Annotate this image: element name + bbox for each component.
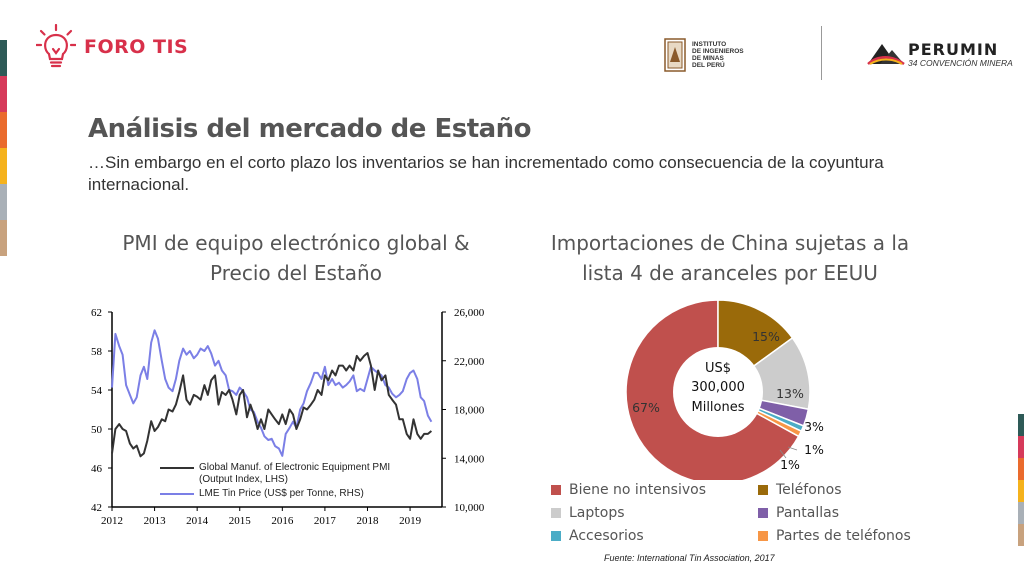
page-title: Análisis del mercado de Estaño xyxy=(88,114,532,144)
tin-price-series-line xyxy=(111,329,433,457)
y-right-tick-label: 10,000 xyxy=(454,502,485,514)
y-left-tick-label: 42 xyxy=(91,502,102,514)
pie-legend-item: Accesorios xyxy=(551,528,644,544)
x-tick-label: 2015 xyxy=(229,515,252,527)
pmi-series-line xyxy=(111,352,433,458)
stripe-right-3 xyxy=(1018,458,1024,480)
legend-swatch-tin xyxy=(160,493,194,495)
line-legend: Global Manuf. of Electronic Equipment PM… xyxy=(160,462,390,500)
y-left-tick-label: 46 xyxy=(91,463,103,475)
y-left-tick-label: 58 xyxy=(91,346,103,358)
perumin-name: PERUMIN xyxy=(908,40,999,59)
pie-slice-label: 1% xyxy=(780,457,800,472)
x-tick-label: 2017 xyxy=(314,515,337,527)
pie-center-line-2: 300,000 xyxy=(691,380,745,395)
stripe-right-5 xyxy=(1018,502,1024,524)
pie-legend-swatch xyxy=(551,531,561,541)
lightbulb-icon xyxy=(36,24,76,68)
mountain-icon xyxy=(867,44,905,66)
header-divider xyxy=(821,26,822,80)
pie-slice-label: 3% xyxy=(804,419,824,434)
x-tick-label: 2016 xyxy=(271,515,294,527)
source-note: Fuente: International Tin Association, 2… xyxy=(604,553,775,563)
y-left-tick-label: 54 xyxy=(91,385,103,397)
legend-swatch-pmi xyxy=(160,467,194,469)
x-tick-label: 2012 xyxy=(101,515,123,527)
pie-legend-item: Teléfonos xyxy=(758,482,842,498)
y-left-tick-label: 62 xyxy=(91,307,102,319)
pie-legend-label: Pantallas xyxy=(776,505,839,521)
institute-name: INSTITUTO DE INGENIEROS DE MINAS DEL PER… xyxy=(692,41,744,69)
stripe-right-1 xyxy=(1018,414,1024,436)
stripe-right-6 xyxy=(1018,524,1024,546)
pie-legend-swatch xyxy=(758,531,768,541)
x-tick-label: 2014 xyxy=(186,515,209,527)
pie-legend-label: Biene no intensivos xyxy=(569,482,706,498)
pie-legend-swatch xyxy=(758,485,768,495)
pie-legend-item: Laptops xyxy=(551,505,625,521)
stripe-3 xyxy=(0,112,7,148)
x-tick-label: 2018 xyxy=(356,515,379,527)
pie-chart: US$ 300,000 Millones 67% 15% 13% 3% 1% 1% xyxy=(625,299,824,480)
pie-legend-label: Laptops xyxy=(569,505,625,521)
stripe-6 xyxy=(0,220,7,256)
pie-center-line-1: US$ xyxy=(705,361,731,376)
y-right-tick-label: 26,000 xyxy=(454,307,485,319)
institute-seal-icon xyxy=(664,38,686,72)
legend-label-pmi: Global Manuf. of Electronic Equipment PM… xyxy=(199,462,391,485)
legend-label-tin: LME Tin Price (US$ per Tonne, RHS) xyxy=(199,488,364,499)
stripe-5 xyxy=(0,184,7,220)
x-tick-label: 2019 xyxy=(399,515,422,527)
y-left-tick-label: 50 xyxy=(91,424,103,436)
line-chart-title: PMI de equipo electrónico global & Preci… xyxy=(122,231,470,285)
line-chart: 2012 2013 2014 2015 2016 2017 2018 2019 62 58 54 50… xyxy=(91,307,485,527)
stripe-right-2 xyxy=(1018,436,1024,458)
pie-legend-label: Teléfonos xyxy=(776,482,842,498)
stripe-4 xyxy=(0,148,7,184)
y-right-tick-label: 22,000 xyxy=(454,356,485,368)
page-subtitle: …Sin embargo en el corto plazo los inven… xyxy=(88,153,884,194)
pie-leader-line xyxy=(779,449,787,459)
y-right-tick-label: 14,000 xyxy=(454,453,485,465)
pie-legend-swatch xyxy=(551,485,561,495)
perumin-subtitle: 34 CONVENCIÓN MINERA xyxy=(908,58,1013,68)
pie-slice-label: 67% xyxy=(632,400,660,415)
pie-slice-label: 1% xyxy=(804,442,824,457)
pie-legend-swatch xyxy=(551,508,561,518)
pie-legend-swatch xyxy=(758,508,768,518)
pie-legend-label: Accesorios xyxy=(569,528,644,544)
pie-legend-item: Partes de teléfonos xyxy=(758,528,911,544)
donut-hole xyxy=(673,347,763,437)
x-tick-label: 2013 xyxy=(144,515,167,527)
stripe-right-4 xyxy=(1018,480,1024,502)
pie-slice-label: 15% xyxy=(752,329,780,344)
institute-logo: INSTITUTO DE INGENIEROS DE MINAS DEL PER… xyxy=(664,38,764,72)
y-right-tick-label: 18,000 xyxy=(454,405,485,417)
pie-slice-label: 13% xyxy=(776,386,804,401)
pie-leader-line xyxy=(787,446,798,451)
brand-name: FORO TIS xyxy=(84,36,189,58)
pie-chart-title: Importaciones de China sujetas a la list… xyxy=(550,231,910,285)
brand-logo: FORO TIS xyxy=(36,24,188,70)
pie-legend-item: Biene no intensivos xyxy=(551,482,706,498)
stripe-2 xyxy=(0,76,7,112)
pie-center-line-3: Millones xyxy=(691,400,744,415)
pie-legend-item: Pantallas xyxy=(758,505,839,521)
stripe-1 xyxy=(0,40,7,76)
pie-legend-label: Partes de teléfonos xyxy=(776,528,911,544)
